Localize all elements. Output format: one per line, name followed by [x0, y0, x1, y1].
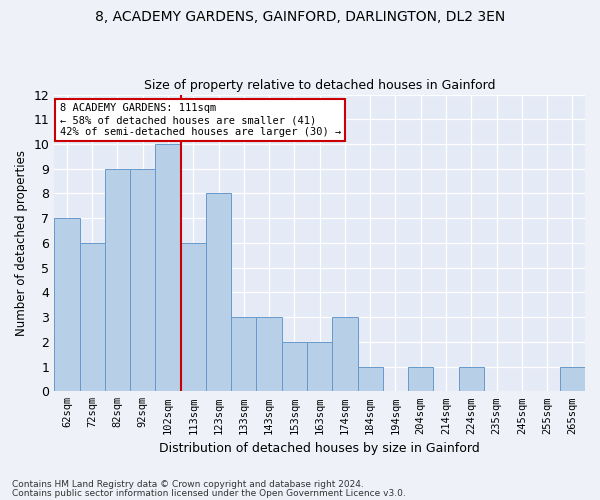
Bar — [358, 366, 383, 392]
Bar — [560, 366, 585, 392]
Text: Contains public sector information licensed under the Open Government Licence v3: Contains public sector information licen… — [12, 489, 406, 498]
Bar — [181, 243, 206, 392]
Bar — [155, 144, 181, 392]
Title: Size of property relative to detached houses in Gainford: Size of property relative to detached ho… — [144, 79, 496, 92]
Text: 8 ACADEMY GARDENS: 111sqm
← 58% of detached houses are smaller (41)
42% of semi-: 8 ACADEMY GARDENS: 111sqm ← 58% of detac… — [59, 104, 341, 136]
Bar — [130, 168, 155, 392]
X-axis label: Distribution of detached houses by size in Gainford: Distribution of detached houses by size … — [159, 442, 480, 455]
Bar — [206, 194, 231, 392]
Bar — [458, 366, 484, 392]
Bar — [332, 317, 358, 392]
Text: 8, ACADEMY GARDENS, GAINFORD, DARLINGTON, DL2 3EN: 8, ACADEMY GARDENS, GAINFORD, DARLINGTON… — [95, 10, 505, 24]
Y-axis label: Number of detached properties: Number of detached properties — [15, 150, 28, 336]
Bar — [105, 168, 130, 392]
Text: Contains HM Land Registry data © Crown copyright and database right 2024.: Contains HM Land Registry data © Crown c… — [12, 480, 364, 489]
Bar — [54, 218, 80, 392]
Bar — [408, 366, 433, 392]
Bar — [256, 317, 282, 392]
Bar — [231, 317, 256, 392]
Bar — [282, 342, 307, 392]
Bar — [307, 342, 332, 392]
Bar — [80, 243, 105, 392]
